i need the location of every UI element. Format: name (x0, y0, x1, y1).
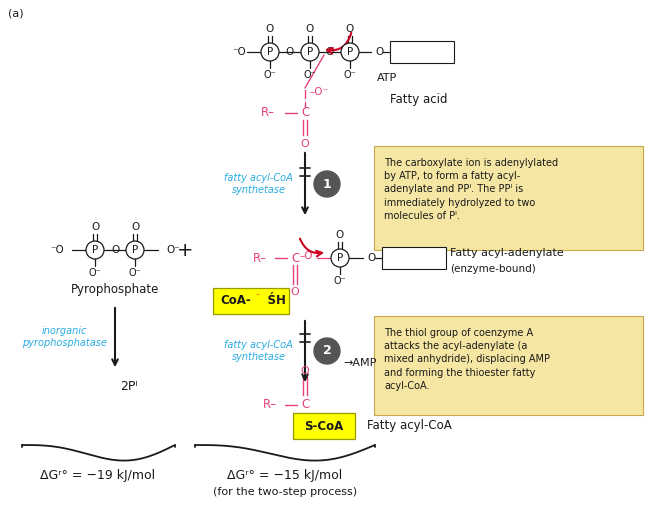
Text: ⁻O: ⁻O (232, 47, 246, 57)
Text: P: P (267, 47, 273, 57)
Circle shape (86, 241, 104, 259)
Text: The thiol group of coenzyme A
attacks the acyl-adenylate (a
mixed anhydride), di: The thiol group of coenzyme A attacks th… (384, 328, 550, 391)
Text: (a): (a) (8, 8, 24, 18)
Text: O: O (301, 139, 309, 149)
Text: 1: 1 (323, 177, 331, 190)
FancyBboxPatch shape (293, 413, 355, 439)
Text: O⁻: O⁻ (304, 70, 316, 80)
Text: R–: R– (253, 251, 267, 265)
Text: inorganic
pyrophosphatase: inorganic pyrophosphatase (22, 326, 107, 348)
Text: S-CoA: S-CoA (305, 420, 344, 432)
Text: O: O (131, 222, 139, 232)
Text: C: C (301, 399, 309, 411)
Text: O: O (346, 24, 354, 34)
Text: R–: R– (263, 399, 277, 411)
Text: ATP: ATP (377, 73, 397, 83)
Text: ⁻O: ⁻O (50, 245, 64, 255)
Text: O: O (336, 230, 344, 240)
Text: O: O (301, 366, 309, 376)
Circle shape (341, 43, 359, 61)
Circle shape (126, 241, 144, 259)
Text: O⁻: O⁻ (263, 70, 276, 80)
Text: O: O (367, 253, 375, 263)
Circle shape (314, 171, 340, 197)
FancyBboxPatch shape (374, 316, 643, 415)
Text: –O: –O (299, 251, 313, 261)
Text: C: C (291, 251, 299, 265)
Text: R–: R– (261, 106, 275, 119)
Text: →AMP: →AMP (343, 358, 377, 368)
Text: O⁻: O⁻ (166, 245, 179, 255)
Circle shape (331, 249, 349, 267)
Text: O: O (286, 47, 294, 57)
Circle shape (261, 43, 279, 61)
Text: O: O (266, 24, 274, 34)
Text: Adenosine: Adenosine (395, 47, 449, 57)
Text: O: O (306, 24, 314, 34)
Text: O⁻: O⁻ (128, 268, 141, 278)
Text: O: O (111, 245, 119, 255)
Text: ΔGʳ° = −19 kJ/mol: ΔGʳ° = −19 kJ/mol (41, 470, 156, 482)
Text: O⁻: O⁻ (88, 268, 102, 278)
Text: P: P (337, 253, 343, 263)
Text: P: P (92, 245, 98, 255)
Text: Adenosine: Adenosine (386, 253, 441, 263)
Text: 2: 2 (323, 345, 331, 358)
Text: O⁻: O⁻ (344, 70, 356, 80)
Text: Fatty acyl-adenylate: Fatty acyl-adenylate (450, 248, 564, 258)
Text: Pyrophosphate: Pyrophosphate (71, 284, 159, 297)
Text: Fatty acid: Fatty acid (390, 94, 447, 106)
Circle shape (301, 43, 319, 61)
Text: C: C (301, 106, 309, 119)
Text: fatty acyl-CoA
synthetase: fatty acyl-CoA synthetase (224, 340, 293, 362)
Text: fatty acyl-CoA
synthetase: fatty acyl-CoA synthetase (224, 173, 293, 195)
Text: Fatty acyl-CoA: Fatty acyl-CoA (367, 419, 452, 431)
FancyBboxPatch shape (390, 41, 454, 63)
Text: –O⁻: –O⁻ (309, 87, 328, 97)
Text: O: O (291, 287, 299, 297)
Text: P: P (132, 245, 138, 255)
Text: ŚH: ŚH (251, 295, 286, 308)
FancyBboxPatch shape (213, 288, 289, 314)
Text: +: + (177, 240, 193, 259)
Text: ΔGʳ° = −15 kJ/mol: ΔGʳ° = −15 kJ/mol (227, 470, 343, 482)
Text: (for the two-step process): (for the two-step process) (213, 487, 357, 497)
Text: O: O (326, 47, 334, 57)
Text: O: O (91, 222, 99, 232)
FancyBboxPatch shape (374, 146, 643, 250)
Text: ··: ·· (255, 291, 261, 300)
Circle shape (314, 338, 340, 364)
Text: O: O (375, 47, 383, 57)
Text: O⁻: O⁻ (333, 276, 346, 286)
Text: P: P (307, 47, 313, 57)
Text: CoA-: CoA- (220, 295, 251, 308)
Text: (enzyme-bound): (enzyme-bound) (450, 264, 536, 274)
Text: 2Pᴵ: 2Pᴵ (120, 379, 138, 392)
Text: The carboxylate ion is adenylylated
by ATP, to form a fatty acyl-
adenylate and : The carboxylate ion is adenylylated by A… (384, 158, 558, 221)
FancyBboxPatch shape (382, 247, 446, 269)
Text: P: P (347, 47, 353, 57)
